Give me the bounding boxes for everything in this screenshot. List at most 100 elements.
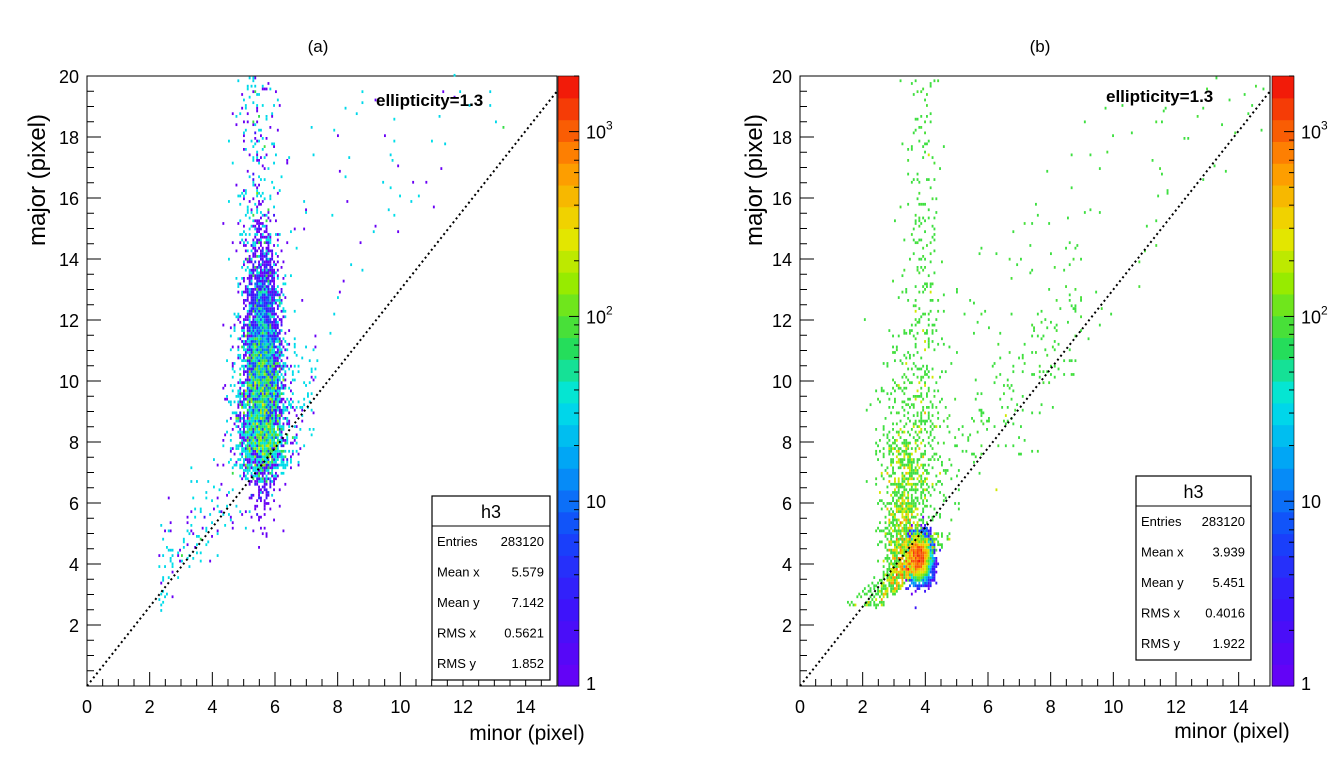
histogram-cell (250, 340, 253, 343)
histogram-cell (382, 180, 385, 184)
histogram-cell (271, 384, 274, 387)
histogram-cell (260, 211, 262, 214)
histogram-cell (276, 191, 279, 195)
histogram-cell (869, 595, 872, 599)
histogram-cell (892, 551, 894, 555)
histogram-cell (248, 452, 251, 456)
histogram-cell (886, 433, 889, 437)
histogram-cell (982, 422, 985, 426)
histogram-cell (997, 444, 1000, 448)
histogram-cell (926, 430, 928, 434)
histogram-cell (922, 246, 925, 250)
histogram-cell (261, 326, 264, 330)
histogram-cell (261, 320, 264, 324)
histogram-cell (282, 449, 285, 453)
histogram-cell (211, 535, 213, 538)
histogram-cell (903, 444, 906, 448)
histogram-cell (1053, 266, 1056, 269)
histogram-cell (920, 392, 923, 396)
color-bar-segment (558, 163, 579, 186)
histogram-cell (933, 573, 936, 577)
histogram-cell (216, 496, 219, 500)
histogram-cell (241, 477, 244, 481)
histogram-cell (254, 356, 257, 360)
histogram-cell (894, 381, 896, 385)
histogram-cell (244, 268, 247, 272)
histogram-cell (246, 299, 249, 302)
histogram-cell (248, 403, 251, 407)
histogram-cell (916, 488, 919, 492)
histogram-cell (916, 499, 919, 503)
histogram-cell (877, 587, 879, 590)
histogram-cell (901, 471, 904, 475)
color-bar-segment (1272, 642, 1294, 665)
histogram-cell (894, 565, 896, 568)
histogram-cell (924, 340, 926, 343)
histogram-cell (920, 482, 923, 486)
histogram-cell (256, 449, 259, 453)
histogram-cell (282, 408, 285, 412)
histogram-cell (248, 309, 251, 313)
histogram-cell (905, 559, 908, 563)
histogram-cell (243, 384, 245, 387)
histogram-cell (895, 557, 898, 560)
histogram-cell (918, 224, 921, 228)
histogram-cell (263, 277, 266, 280)
histogram-cell (260, 480, 262, 483)
histogram-cell (980, 312, 983, 316)
histogram-cell (258, 469, 260, 472)
histogram-cell (263, 419, 266, 423)
x-tick-label: 8 (333, 697, 343, 717)
histogram-cell (284, 417, 287, 420)
histogram-cell (907, 499, 910, 503)
histogram-cell (276, 375, 279, 379)
ellipticity-annotation: ellipticity=1.3 (376, 91, 483, 110)
histogram-cell (263, 274, 266, 278)
histogram-cell (228, 257, 230, 261)
histogram-cell (903, 452, 906, 456)
histogram-cell (265, 373, 268, 376)
histogram-cell (344, 106, 347, 110)
histogram-cell (1083, 120, 1086, 124)
histogram-cell (869, 600, 872, 604)
histogram-cell (1080, 329, 1082, 332)
histogram-cell (258, 266, 260, 269)
histogram-cell (256, 463, 259, 467)
histogram-cell (907, 515, 910, 519)
histogram-cell (258, 518, 260, 522)
histogram-cell (278, 370, 281, 374)
histogram-cell (907, 430, 910, 434)
histogram-cell (252, 384, 255, 387)
histogram-cell (275, 403, 277, 407)
histogram-cell (892, 466, 894, 470)
histogram-cell (258, 282, 260, 286)
x-tick-label: 12 (1166, 697, 1186, 717)
color-bar-segment (558, 272, 579, 295)
histogram-cell (244, 106, 247, 110)
histogram-cell (273, 145, 275, 148)
color-bar-segment (1272, 184, 1294, 208)
histogram-cell (258, 331, 260, 335)
histogram-cell (280, 425, 283, 428)
histogram-cell (269, 279, 272, 283)
histogram-cell (244, 189, 247, 192)
histogram-cell (254, 312, 257, 316)
histogram-cell (275, 447, 277, 450)
histogram-cell (261, 359, 264, 363)
histogram-cell (1070, 153, 1073, 157)
histogram-cell (393, 117, 396, 121)
histogram-cell (260, 395, 262, 398)
histogram-cell (920, 222, 923, 225)
histogram-cell (248, 422, 251, 426)
histogram-cell (252, 213, 255, 217)
histogram-cell (338, 169, 341, 173)
histogram-cell (905, 488, 908, 492)
histogram-cell (171, 548, 174, 552)
histogram-cell (901, 568, 904, 571)
histogram-cell (276, 98, 279, 102)
histogram-cell (269, 309, 272, 313)
histogram-cell (290, 460, 292, 464)
histogram-cell (250, 417, 253, 420)
histogram-cell (271, 389, 274, 393)
histogram-cell (974, 378, 977, 382)
